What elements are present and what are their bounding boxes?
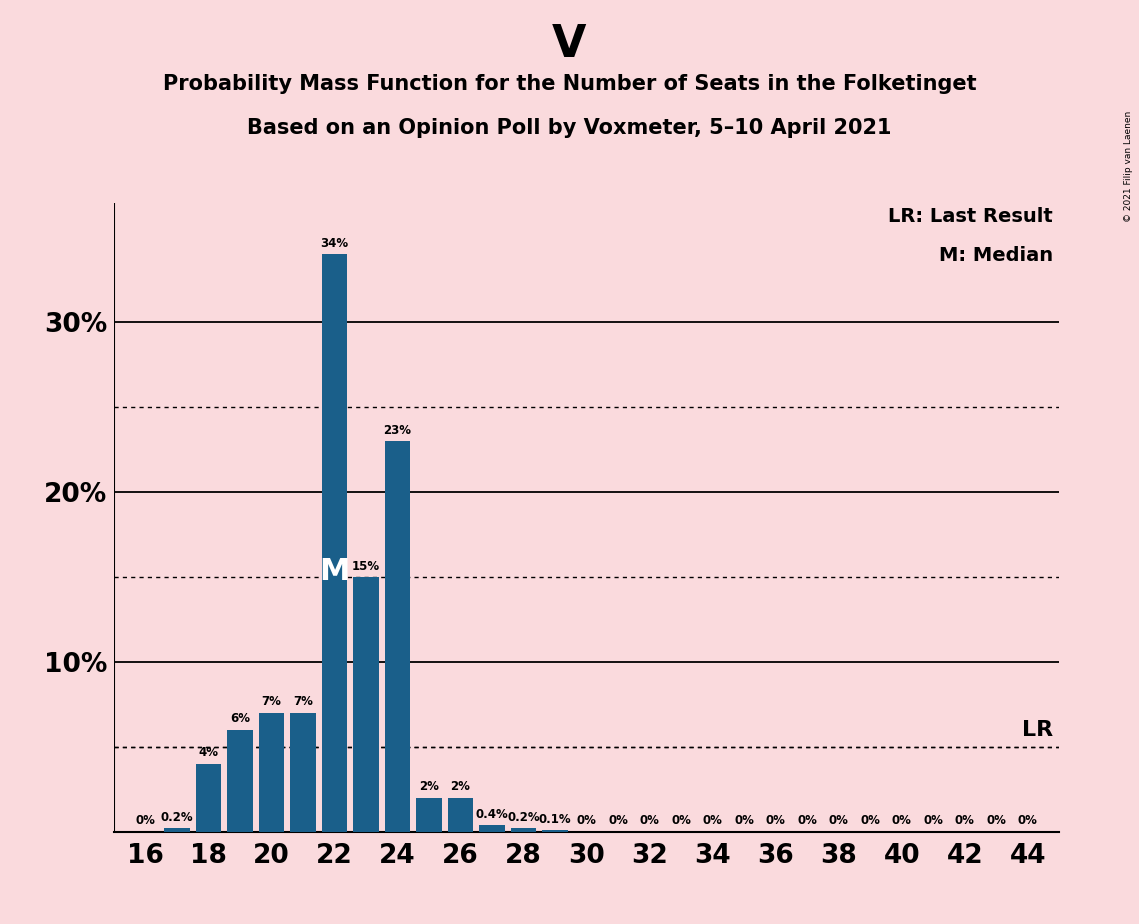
Bar [290,712,316,832]
Text: V: V [552,23,587,67]
Text: 2%: 2% [419,781,439,794]
Text: 2%: 2% [451,781,470,794]
Text: 0.4%: 0.4% [476,808,508,821]
Bar [196,763,221,832]
Text: 0%: 0% [608,814,628,827]
Text: 7%: 7% [262,696,281,709]
Text: 15%: 15% [352,560,380,573]
Text: 0%: 0% [1018,814,1038,827]
Text: 0%: 0% [797,814,817,827]
Bar [480,825,505,832]
Text: 23%: 23% [384,424,411,437]
Bar [259,712,284,832]
Bar [353,577,378,832]
Text: M: Median: M: Median [939,246,1052,265]
Text: LR: Last Result: LR: Last Result [888,207,1052,225]
Bar [448,797,473,832]
Text: 0%: 0% [765,814,786,827]
Text: 0%: 0% [671,814,691,827]
Bar [322,254,347,832]
Text: LR: LR [1022,720,1052,740]
Text: 7%: 7% [293,696,313,709]
Text: 0.2%: 0.2% [161,811,194,824]
Text: 0%: 0% [703,814,722,827]
Bar [417,797,442,832]
Text: Probability Mass Function for the Number of Seats in the Folketinget: Probability Mass Function for the Number… [163,74,976,94]
Text: 34%: 34% [320,237,349,250]
Text: 0%: 0% [986,814,1006,827]
Text: 0%: 0% [136,814,155,827]
Text: 0%: 0% [735,814,754,827]
Text: 0%: 0% [954,814,975,827]
Text: 0%: 0% [860,814,880,827]
Bar [228,730,253,832]
Bar [542,830,567,832]
Bar [385,441,410,832]
Text: 0%: 0% [576,814,597,827]
Text: 0%: 0% [829,814,849,827]
Text: Based on an Opinion Poll by Voxmeter, 5–10 April 2021: Based on an Opinion Poll by Voxmeter, 5–… [247,118,892,139]
Text: 0%: 0% [640,814,659,827]
Bar [511,828,536,832]
Text: 0%: 0% [924,814,943,827]
Text: © 2021 Filip van Laenen: © 2021 Filip van Laenen [1124,111,1133,222]
Text: 6%: 6% [230,712,249,725]
Text: 4%: 4% [198,747,219,760]
Text: 0.1%: 0.1% [539,812,572,826]
Text: 0%: 0% [892,814,911,827]
Bar [164,828,189,832]
Text: 0.2%: 0.2% [507,811,540,824]
Text: M: M [319,557,350,587]
